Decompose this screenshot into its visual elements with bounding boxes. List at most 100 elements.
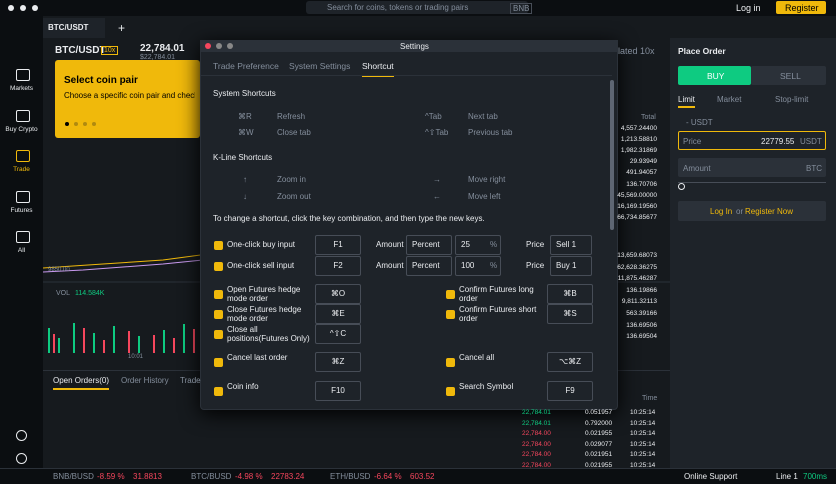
bid-total: 11,875.46287	[617, 275, 657, 283]
buy-button-bg	[678, 66, 751, 85]
bid-total: 136.69506	[626, 321, 657, 329]
tab-bg[interactable]	[43, 18, 105, 38]
footer-change: -4.98 %	[235, 472, 263, 481]
ticker-pair: BTC/USDT	[55, 45, 106, 56]
checkbox	[446, 310, 455, 319]
leverage-badge: 10x	[101, 46, 119, 55]
orders-tab[interactable]: Open Orders(0)	[53, 376, 110, 390]
footer-pair: BNB/BUSD	[53, 472, 94, 481]
register-bg[interactable]	[776, 1, 826, 14]
balance: - USDT	[686, 118, 713, 127]
column-header: Total	[641, 114, 656, 121]
bid-total: 13,659.68073	[617, 252, 657, 259]
orders-tab[interactable]: Order History	[121, 376, 169, 385]
buy-button[interactable]: BUY	[707, 71, 725, 81]
shortcut-key-button[interactable]: F2	[315, 256, 361, 276]
settings-tab[interactable]: Shortcut	[362, 61, 394, 77]
ticker-price: 22,784.01	[140, 43, 185, 54]
shortcut-key-button[interactable]: ⌘S	[547, 304, 593, 324]
shortcut-key-button[interactable]: ⌘B	[547, 284, 593, 304]
login-link[interactable]: Log In	[710, 207, 733, 216]
option-label: Confirm Futures short order	[459, 305, 537, 323]
shortcut-key[interactable]: ←	[433, 192, 441, 201]
register-button[interactable]: Register	[785, 3, 819, 13]
footer-pair: BTC/BUSD	[191, 472, 232, 481]
scrollbar	[610, 80, 614, 230]
shortcut-key-button[interactable]: F1	[315, 235, 361, 255]
shortcut-key[interactable]: ↑	[243, 175, 247, 184]
ask-total: 16,169.19560	[617, 202, 657, 210]
panel-title: Place Order	[678, 46, 726, 56]
ask-total: 66,734.85677	[617, 213, 657, 221]
add-tab-button[interactable]: +	[118, 21, 126, 35]
note: To change a shortcut, click the key comb…	[213, 214, 485, 223]
column-header: Time	[642, 395, 658, 402]
pager-dot	[74, 122, 78, 126]
amount-input-select[interactable]: 25	[455, 235, 501, 255]
shortcut-key[interactable]: →	[433, 175, 441, 184]
login-link[interactable]: Log in	[736, 3, 761, 13]
slider[interactable]	[678, 182, 826, 183]
trade-cell: 0.792000	[585, 419, 613, 427]
checkbox	[214, 241, 223, 250]
trade-cell: 0.021955	[585, 430, 613, 437]
amount-input-select[interactable]: 100	[455, 256, 501, 276]
support-link[interactable]: Online Support	[684, 472, 738, 481]
refresh-icon	[16, 430, 27, 441]
shortcut-key[interactable]: ^⇧Tab	[425, 128, 449, 137]
search-box[interactable]	[306, 1, 528, 14]
sidebar-icon	[16, 69, 30, 81]
window-dot	[216, 43, 222, 49]
trade-cell: 22,784.01	[522, 419, 551, 427]
option-label: One-click sell input	[227, 261, 295, 270]
shortcut-key-button[interactable]: F9	[547, 381, 593, 401]
settings-tab[interactable]: System Settings	[289, 61, 351, 71]
trade-cell: 22,784.01	[522, 409, 551, 416]
unit-label: USDT	[800, 137, 822, 146]
tab-divider[interactable]	[200, 75, 612, 76]
sell-button-bg	[751, 66, 826, 85]
bid-total: 9,811.32113	[621, 298, 657, 306]
shortcut-key-button[interactable]: ⌥⌘Z	[547, 352, 593, 372]
shortcut-key[interactable]: ^Tab	[425, 112, 442, 121]
register-link[interactable]: Register Now	[745, 207, 794, 216]
price-select[interactable]: Buy 1	[550, 256, 592, 276]
price-select[interactable]: Sell 1	[550, 235, 592, 255]
sell-button[interactable]: SELL	[780, 71, 801, 81]
isolated-badge: lated 10x	[618, 46, 655, 56]
checkbox	[446, 387, 455, 396]
shortcut-key-button[interactable]: ⌘Z	[315, 352, 361, 372]
checkbox	[214, 310, 223, 319]
dialog-title: Settings	[400, 42, 429, 51]
shortcut-key[interactable]: ⌘R	[238, 112, 252, 121]
orders-tab[interactable]: Trade	[180, 376, 201, 385]
window-dot	[227, 43, 233, 49]
vol-label: VOL	[56, 290, 71, 297]
footer-price: 603.52	[410, 472, 435, 481]
mode-select[interactable]: Percent	[406, 256, 452, 276]
shortcut-label: Zoom in	[277, 175, 306, 184]
shortcut-key-button[interactable]: ⌘O	[315, 284, 361, 304]
order-type-tab[interactable]: Limit	[678, 95, 695, 108]
sidebar-item: Trade	[13, 166, 30, 173]
order-type-tab[interactable]: Stop-limit	[775, 95, 809, 104]
price-input[interactable]	[678, 131, 826, 150]
trade-cell: 10:25:14	[630, 430, 656, 437]
shortcut-key-button[interactable]: ^⇧C	[315, 324, 361, 344]
order-type-tab[interactable]: Market	[717, 95, 742, 104]
shortcut-key-button[interactable]: ⌘E	[315, 304, 361, 324]
settings-tab[interactable]: Trade Preference	[213, 61, 279, 71]
ask-total: 1,213.58810	[620, 136, 657, 144]
trade-cell: 10:25:14	[630, 451, 656, 458]
price-label: Price	[526, 240, 545, 249]
mode-select[interactable]: Percent	[406, 235, 452, 255]
tab[interactable]: BTC/USDT	[48, 23, 89, 32]
amount-input[interactable]	[678, 158, 826, 177]
trade-cell: 22,784.00	[522, 440, 551, 448]
line-label: Line 1	[776, 472, 798, 481]
option-label: Confirm Futures long order	[459, 285, 534, 303]
shortcut-key[interactable]: ⌘W	[238, 128, 254, 137]
sidebar-item: All	[17, 247, 26, 254]
shortcut-key-button[interactable]: F10	[315, 381, 361, 401]
shortcut-key[interactable]: ↓	[243, 192, 247, 201]
